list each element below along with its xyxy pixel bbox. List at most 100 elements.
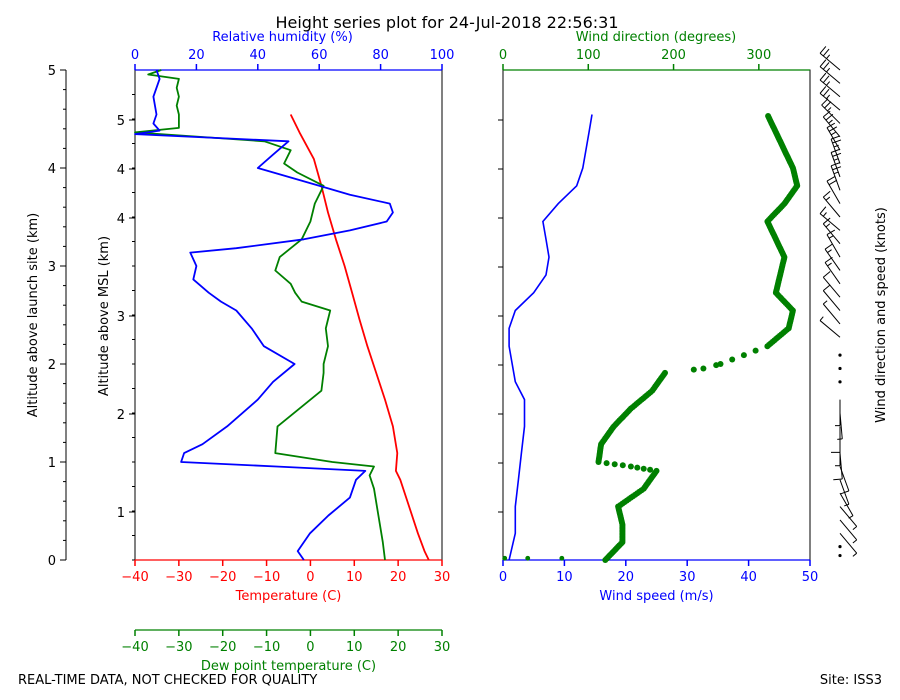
wind-barb-shaft xyxy=(822,116,841,138)
wind-barb xyxy=(822,300,841,325)
dewpoint-tick-label: −20 xyxy=(209,640,236,655)
wind-barb-flag xyxy=(822,271,831,278)
wind-barb-half-flag xyxy=(827,249,832,253)
wind-barb-flag xyxy=(828,179,838,186)
wind-barb-half-flag xyxy=(819,316,824,321)
wind-barb-half-flag xyxy=(830,131,836,136)
wind-barb-half-flag xyxy=(822,300,828,305)
wind-barb-calm xyxy=(838,366,842,371)
wind-direction-point xyxy=(634,464,641,471)
wind-barb-half-flag xyxy=(827,107,832,112)
wind-barb-shaft xyxy=(819,92,841,111)
wind-barb xyxy=(819,72,841,98)
temperature-tick-label: 30 xyxy=(434,570,451,585)
wind-barb-shaft xyxy=(839,532,858,554)
wind-barb-half-flag xyxy=(826,67,831,73)
wind-barb-flag xyxy=(819,86,827,94)
wind-direction-point xyxy=(653,467,660,474)
humidity-tick-label: 80 xyxy=(372,48,389,63)
wind-barb-half-flag xyxy=(848,515,854,519)
wind-barb-shaft xyxy=(822,196,841,218)
speed-tick-label: 10 xyxy=(556,570,573,585)
wind-barb-calm xyxy=(838,380,842,384)
wind-direction-point xyxy=(729,356,736,363)
wind-barb-flag xyxy=(819,72,827,81)
direction-tick-label: 200 xyxy=(661,48,686,63)
msl-tick-label: 5 xyxy=(117,114,125,129)
thermo-panel: 0 1 2 3 4 5 Altitude above launch site (km) 1 2 3… xyxy=(26,30,454,674)
wind-barb-half-flag xyxy=(822,212,827,217)
wind-speed-line xyxy=(508,114,593,561)
wind-direction-point xyxy=(559,555,565,561)
humidity-line xyxy=(134,69,394,561)
wind-barb xyxy=(839,532,858,557)
dewpoint-axis-label: Dew point temperature (C) xyxy=(201,659,376,674)
wind-barb-half-flag xyxy=(852,539,858,544)
dewpoint-tick-label: 10 xyxy=(346,640,363,655)
wind-barb-shaft xyxy=(819,66,841,84)
wind-direction-point xyxy=(525,555,531,561)
wind-direction-point xyxy=(502,555,508,561)
wind-barb xyxy=(819,46,841,71)
humidity-tick-label: 60 xyxy=(311,48,328,63)
temperature-tick-label: −20 xyxy=(209,570,236,585)
wind-direction-point xyxy=(619,462,626,469)
msl-tick-label: 4 xyxy=(117,212,125,227)
wind-barb-flag xyxy=(824,243,833,250)
wind-direction-point xyxy=(690,366,697,373)
msl-tick-label: 1 xyxy=(117,506,125,521)
wind-barb-half-flag xyxy=(827,262,832,267)
agl-tick-label: 1 xyxy=(48,456,56,471)
wind-barb xyxy=(822,190,841,218)
wind-barb-shaft xyxy=(839,492,854,516)
wind-barb-flag xyxy=(824,101,832,109)
humidity-tick-label: 0 xyxy=(131,48,139,63)
agl-axis-label: Altitude above launch site (km) xyxy=(26,213,41,417)
temperature-tick-label: 10 xyxy=(346,570,363,585)
dewpoint-tick-label: −40 xyxy=(121,640,148,655)
wind-barb-flag xyxy=(819,206,827,214)
wind-barb-flag xyxy=(822,217,831,225)
agl-tick-label: 4 xyxy=(48,162,56,177)
wind-barb xyxy=(839,519,858,544)
wind-direction-point xyxy=(717,361,724,367)
wind-barb-half-flag xyxy=(852,526,858,531)
wind-barb-shaft xyxy=(822,276,841,298)
speed-tick-label: 0 xyxy=(499,570,507,585)
wind-barbs: Wind direction and speed (knots) xyxy=(819,46,889,558)
msl-tick-label: 3 xyxy=(117,310,125,325)
wind-barb-half-flag xyxy=(826,81,831,86)
wind-barb-flag xyxy=(830,135,840,140)
temperature-tick-label: 0 xyxy=(306,570,314,585)
wind-direction-point xyxy=(700,365,707,372)
direction-tick-label: 100 xyxy=(576,48,601,63)
wind-direction-point xyxy=(647,466,654,473)
wind-barb xyxy=(824,243,841,271)
wind-barb xyxy=(819,59,841,84)
wind-barb-shaft xyxy=(822,223,841,245)
humidity-tick-label: 100 xyxy=(430,48,455,63)
wind-barb-calm xyxy=(838,545,842,549)
footer-quality-note: REAL-TIME DATA, NOT CHECKED FOR QUALITY xyxy=(18,673,318,688)
wind-barb xyxy=(822,284,841,311)
dewpoint-tick-label: −10 xyxy=(253,640,280,655)
wind-barb xyxy=(839,492,854,519)
wind-barb-flag xyxy=(822,88,830,97)
wind-barb xyxy=(819,316,841,338)
wind-direction-point xyxy=(640,465,647,472)
temperature-tick-label: 20 xyxy=(390,570,407,585)
dewpoint-tick-label: 0 xyxy=(306,640,314,655)
agl-tick-label: 2 xyxy=(48,358,56,373)
wind-barb-calm xyxy=(838,353,842,357)
wind-barb-half-flag xyxy=(828,119,833,124)
speed-tick-label: 30 xyxy=(679,570,696,585)
dewpoint-tick-label: 30 xyxy=(434,640,451,655)
wind-barb-flag xyxy=(819,59,827,67)
temperature-line xyxy=(289,114,430,561)
wind-barb-flag xyxy=(822,284,831,292)
wind-barb-half-flag xyxy=(844,503,850,507)
wind-barb xyxy=(822,217,841,245)
speed-tick-label: 50 xyxy=(802,570,819,585)
wind-barb-flag xyxy=(819,46,827,54)
